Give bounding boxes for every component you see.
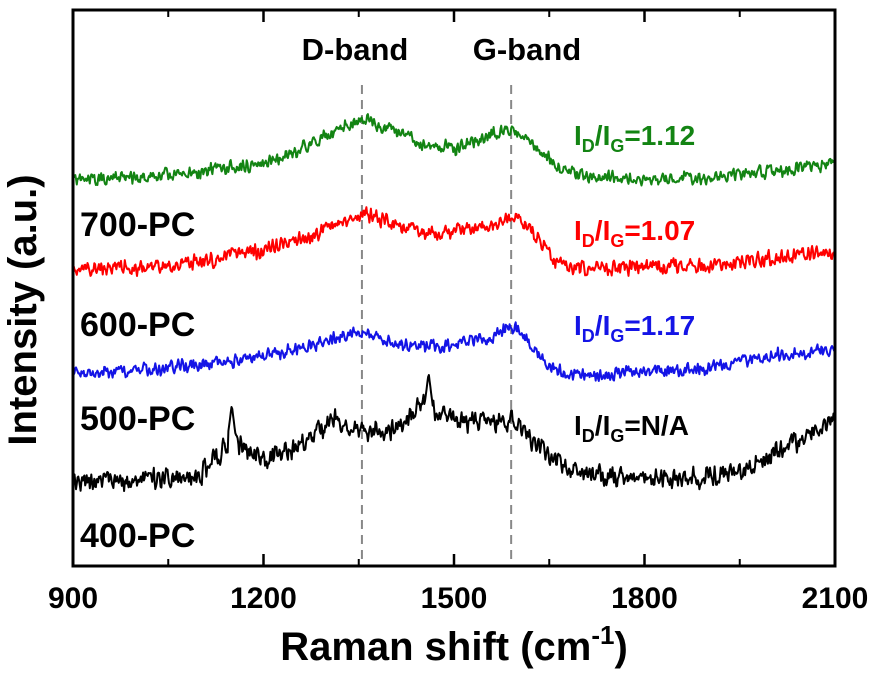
x-tick-label: 900 <box>48 582 98 615</box>
x-tick-label: 1800 <box>611 582 678 615</box>
series-label-600-pc: 600-PC <box>80 306 195 344</box>
ratio-label-600-pc: ID/IG=1.07 <box>574 215 695 251</box>
series-line-700-pc <box>73 113 835 187</box>
plot-area <box>73 85 835 566</box>
reference-lines <box>360 85 513 566</box>
series-label-500-pc: 500-PC <box>80 400 195 438</box>
series-line-600-pc <box>73 206 835 277</box>
d-band-label: D-band <box>302 32 409 67</box>
x-tick-label: 1200 <box>230 582 297 615</box>
ratio-label-400-pc: ID/IG=N/A <box>574 410 689 446</box>
series-label-700-pc: 700-PC <box>80 206 195 244</box>
series-line-400-pc <box>73 374 835 492</box>
y-axis-title: Intensity (a.u.) <box>1 174 45 445</box>
series-group <box>73 113 835 492</box>
x-axis-ticks: 900 1200 1500 1800 2100 <box>48 10 868 615</box>
series-label-400-pc: 400-PC <box>80 517 195 555</box>
chart-labels: 700-PC ID/IG=1.12 600-PC ID/IG=1.07 500-PC ID… <box>80 120 695 555</box>
ratio-label-500-pc: ID/IG=1.17 <box>574 310 695 346</box>
x-tick-label: 1500 <box>421 582 488 615</box>
x-tick-label: 2100 <box>802 582 869 615</box>
series-line-500-pc <box>73 321 835 382</box>
g-band-label: G-band <box>473 32 582 67</box>
plot-frame <box>71 8 837 568</box>
x-axis-title: Raman shift (cm-1) <box>280 620 628 669</box>
ratio-label-700-pc: ID/IG=1.12 <box>574 120 695 156</box>
